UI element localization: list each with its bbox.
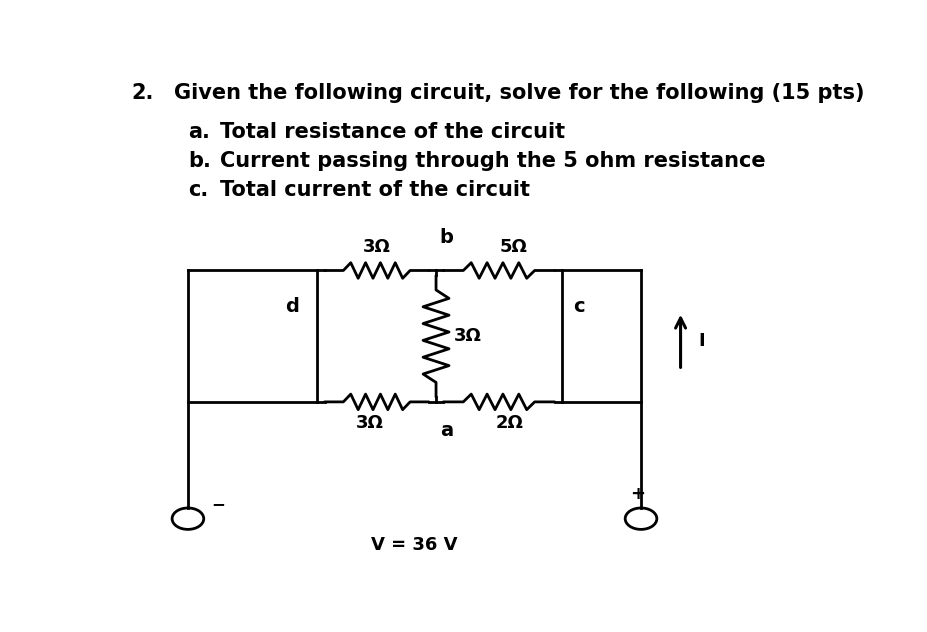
Text: c.: c. bbox=[187, 181, 208, 200]
Text: Current passing through the 5 ohm resistance: Current passing through the 5 ohm resist… bbox=[220, 151, 765, 171]
Text: Total current of the circuit: Total current of the circuit bbox=[220, 181, 529, 200]
Text: d: d bbox=[286, 298, 299, 317]
Text: 3Ω: 3Ω bbox=[355, 414, 383, 432]
Text: V = 36 V: V = 36 V bbox=[371, 536, 457, 554]
Text: −: − bbox=[210, 495, 224, 513]
Text: 2Ω: 2Ω bbox=[495, 414, 523, 432]
Text: b: b bbox=[439, 228, 453, 247]
Text: a: a bbox=[439, 422, 452, 441]
Text: 3Ω: 3Ω bbox=[362, 238, 390, 256]
Text: 5Ω: 5Ω bbox=[499, 238, 527, 256]
Text: I: I bbox=[698, 332, 705, 350]
Text: c: c bbox=[572, 298, 584, 317]
Text: +: + bbox=[629, 485, 644, 503]
Text: Given the following circuit, solve for the following (15 pts): Given the following circuit, solve for t… bbox=[173, 83, 863, 103]
Text: Total resistance of the circuit: Total resistance of the circuit bbox=[220, 122, 565, 142]
Text: 2.: 2. bbox=[132, 83, 154, 103]
Text: a.: a. bbox=[187, 122, 210, 142]
Text: b.: b. bbox=[187, 151, 210, 171]
Text: 3Ω: 3Ω bbox=[453, 327, 481, 345]
